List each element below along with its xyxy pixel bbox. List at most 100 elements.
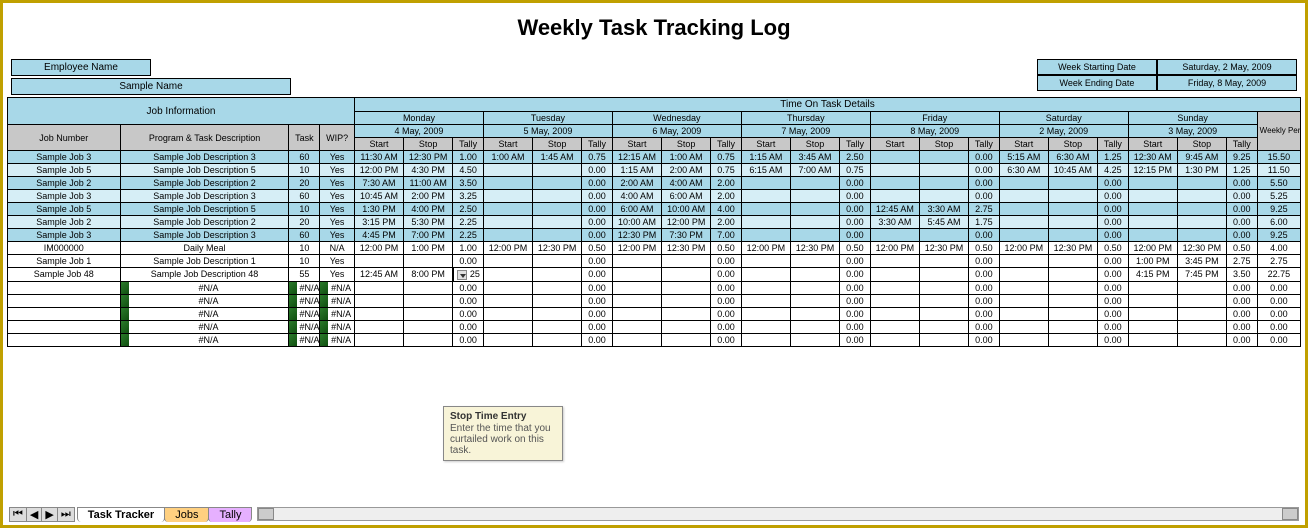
cell-stop[interactable] (919, 190, 968, 203)
cell-stop[interactable] (919, 333, 968, 346)
cell-stop[interactable] (919, 307, 968, 320)
cell-start[interactable] (741, 229, 790, 242)
cell-start[interactable]: 3:30 AM (870, 216, 919, 229)
cell-stop[interactable] (1177, 333, 1226, 346)
cell-stop[interactable]: 5:30 PM (404, 216, 453, 229)
cell-start[interactable] (870, 255, 919, 268)
cell-stop[interactable]: 7:00 AM (790, 164, 839, 177)
cell-start[interactable]: 1:15 AM (741, 151, 790, 164)
sheet-tab-jobs[interactable]: Jobs (164, 507, 209, 522)
cell-start[interactable] (741, 307, 790, 320)
cell-wip[interactable]: #N/A (320, 281, 355, 294)
cell-start[interactable] (483, 177, 532, 190)
cell-start[interactable] (483, 333, 532, 346)
cell-start[interactable] (1128, 307, 1177, 320)
cell-start[interactable] (999, 177, 1048, 190)
cell-start[interactable]: 12:00 PM (999, 242, 1048, 255)
cell-start[interactable] (741, 333, 790, 346)
cell-start[interactable] (483, 203, 532, 216)
cell-start[interactable] (1128, 320, 1177, 333)
cell-stop[interactable]: 6:00 AM (662, 190, 711, 203)
cell-wip[interactable]: Yes (320, 203, 355, 216)
cell-stop[interactable] (533, 268, 582, 282)
cell-stop[interactable]: 1:00 PM (404, 242, 453, 255)
cell-start[interactable] (483, 307, 532, 320)
cell-start[interactable]: 12:15 PM (1128, 164, 1177, 177)
cell-start[interactable] (870, 307, 919, 320)
cell-description[interactable]: Sample Job Description 3 (120, 190, 289, 203)
cell-stop[interactable] (919, 268, 968, 282)
cell-stop[interactable] (790, 203, 839, 216)
cell-start[interactable]: 12:00 PM (483, 242, 532, 255)
cell-stop[interactable] (404, 307, 453, 320)
cell-stop[interactable]: 12:30 PM (533, 242, 582, 255)
cell-wip[interactable]: #N/A (320, 320, 355, 333)
cell-wip[interactable]: #N/A (320, 294, 355, 307)
cell-start[interactable] (1128, 229, 1177, 242)
cell-stop[interactable] (1048, 268, 1097, 282)
cell-wip[interactable]: Yes (320, 190, 355, 203)
cell-stop[interactable] (790, 177, 839, 190)
cell-start[interactable] (870, 190, 919, 203)
cell-stop[interactable] (1048, 281, 1097, 294)
cell-wip[interactable]: Yes (320, 151, 355, 164)
cell-wip[interactable]: Yes (320, 177, 355, 190)
cell-task[interactable]: #N/A (289, 333, 320, 346)
cell-job-number[interactable] (8, 307, 121, 320)
cell-start[interactable]: 1:30 PM (354, 203, 403, 216)
cell-stop[interactable] (790, 307, 839, 320)
cell-start[interactable]: 12:00 PM (741, 242, 790, 255)
cell-start[interactable] (741, 268, 790, 282)
tab-nav-prev-icon[interactable]: ◀ (27, 508, 42, 521)
cell-start[interactable]: 1:15 AM (612, 164, 661, 177)
sheet-tab-task-tracker[interactable]: Task Tracker (77, 507, 165, 522)
cell-start[interactable] (483, 255, 532, 268)
cell-description[interactable]: Sample Job Description 48 (120, 268, 289, 282)
cell-start[interactable]: 11:30 AM (354, 151, 403, 164)
cell-start[interactable] (612, 307, 661, 320)
cell-stop[interactable] (1048, 190, 1097, 203)
cell-start[interactable]: 12:30 AM (1128, 151, 1177, 164)
cell-start[interactable] (870, 294, 919, 307)
cell-stop[interactable] (404, 255, 453, 268)
cell-job-number[interactable] (8, 320, 121, 333)
cell-stop[interactable] (919, 255, 968, 268)
cell-stop[interactable] (919, 294, 968, 307)
cell-wip[interactable]: #N/A (320, 333, 355, 346)
cell-stop[interactable] (533, 203, 582, 216)
cell-wip[interactable]: Yes (320, 268, 355, 282)
cell-stop[interactable] (1177, 294, 1226, 307)
cell-start[interactable]: 6:30 AM (999, 164, 1048, 177)
cell-stop[interactable] (1048, 229, 1097, 242)
cell-stop[interactable] (662, 294, 711, 307)
cell-stop[interactable] (1048, 255, 1097, 268)
cell-job-number[interactable]: Sample Job 5 (8, 203, 121, 216)
cell-stop[interactable] (533, 333, 582, 346)
cell-start[interactable] (741, 216, 790, 229)
cell-wip[interactable]: Yes (320, 216, 355, 229)
cell-start[interactable] (483, 216, 532, 229)
cell-stop[interactable]: 12:30 PM (790, 242, 839, 255)
cell-start[interactable] (999, 333, 1048, 346)
dropdown-arrow-icon[interactable] (457, 270, 467, 280)
cell-stop[interactable]: 3:30 AM (919, 203, 968, 216)
cell-start[interactable] (999, 320, 1048, 333)
cell-stop[interactable] (919, 164, 968, 177)
cell-stop[interactable]: 10:45 AM (1048, 164, 1097, 177)
cell-description[interactable]: #N/A (120, 307, 289, 320)
cell-start[interactable]: 1:00 PM (1128, 255, 1177, 268)
cell-stop[interactable] (662, 255, 711, 268)
cell-start[interactable] (741, 294, 790, 307)
cell-start[interactable] (1128, 294, 1177, 307)
cell-task[interactable]: 10 (289, 255, 320, 268)
cell-stop[interactable] (662, 333, 711, 346)
cell-start[interactable] (870, 268, 919, 282)
cell-start[interactable] (999, 203, 1048, 216)
cell-stop[interactable]: 12:30 PM (404, 151, 453, 164)
week-start-value[interactable]: Saturday, 2 May, 2009 (1157, 59, 1297, 75)
cell-start[interactable] (999, 190, 1048, 203)
cell-stop[interactable] (1177, 216, 1226, 229)
cell-description[interactable]: #N/A (120, 320, 289, 333)
cell-stop[interactable] (790, 190, 839, 203)
cell-stop[interactable]: 12:00 PM (662, 216, 711, 229)
